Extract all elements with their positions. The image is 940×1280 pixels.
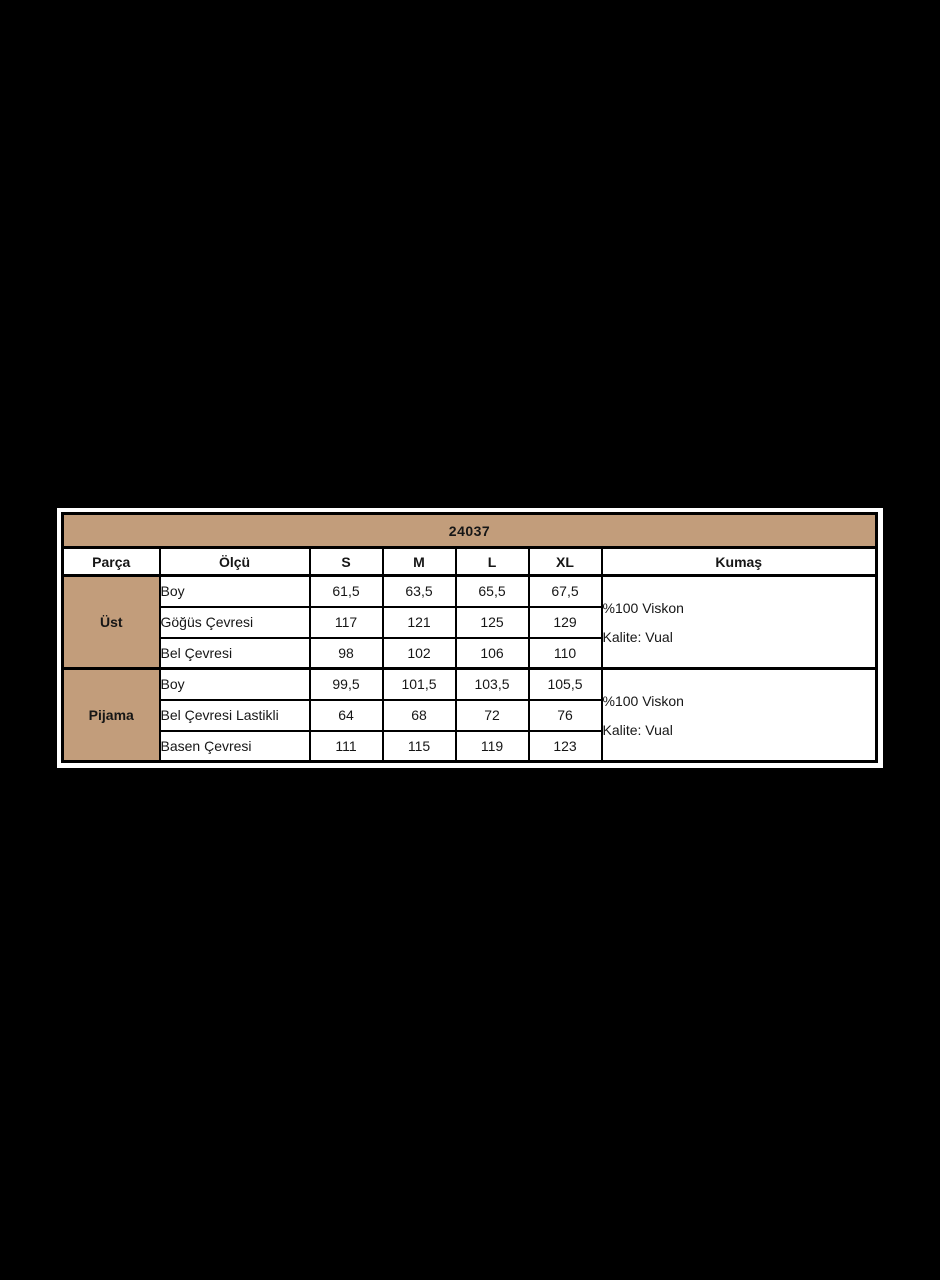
size-chart-table: 24037 Parça Ölçü S M L XL Kumaş Üst Boy … — [61, 512, 878, 763]
col-header-xl: XL — [527, 546, 603, 577]
col-header-parca: Parça — [61, 546, 161, 577]
measure-label: Basen Çevresi — [158, 729, 311, 763]
fabric-quality: Kalite: Vual — [602, 628, 673, 645]
measure-value: 121 — [381, 605, 457, 639]
measure-label: Bel Çevresi Lastikli — [158, 698, 311, 732]
table-row: Bel Çevresi 98 102 106 110 — [63, 636, 877, 670]
table-row: Pijama Boy 99,5 101,5 103,5 105,5 %100 V… — [61, 667, 878, 763]
measure-value: 63,5 — [381, 574, 457, 608]
col-header-s: S — [308, 546, 384, 577]
col-header-kumas: Kumaş — [600, 546, 878, 577]
measure-value: 129 — [527, 605, 603, 639]
measure-value: 115 — [381, 729, 457, 763]
fabric-cell-pijama: %100 Viskon Kalite: Vual — [600, 667, 878, 763]
fabric-composition: %100 Viskon — [602, 599, 684, 616]
measure-label: Göğüs Çevresi — [158, 605, 311, 639]
group-name-pijama: Pijama — [61, 667, 161, 763]
col-header-l: L — [454, 546, 530, 577]
measure-value: 106 — [454, 636, 530, 670]
measure-value: 119 — [454, 729, 530, 763]
measure-value: 64 — [308, 698, 384, 732]
header-row: Parça Ölçü S M L XL Kumaş — [61, 546, 878, 577]
measure-value: 101,5 — [381, 667, 457, 701]
col-header-m: M — [381, 546, 457, 577]
measure-label: Boy — [158, 574, 311, 608]
measure-value: 98 — [308, 636, 384, 670]
measure-value: 125 — [454, 605, 530, 639]
measure-value: 61,5 — [308, 574, 384, 608]
measure-value: 123 — [527, 729, 603, 763]
measure-value: 111 — [308, 729, 384, 763]
fabric-composition: %100 Viskon — [602, 692, 684, 709]
measure-value: 103,5 — [454, 667, 530, 701]
group-name-ust: Üst — [61, 574, 161, 670]
fabric-cell-ust: %100 Viskon Kalite: Vual — [600, 574, 878, 670]
table-row: Göğüs Çevresi 117 121 125 129 — [63, 605, 877, 639]
title-row: 24037 — [61, 512, 878, 549]
measure-value: 68 — [381, 698, 457, 732]
table-row: Bel Çevresi Lastikli 64 68 72 76 — [63, 698, 877, 732]
measure-value: 76 — [527, 698, 603, 732]
fabric-quality: Kalite: Vual — [602, 721, 673, 738]
measure-value: 105,5 — [527, 667, 603, 701]
table-row: Üst Boy 61,5 63,5 65,5 67,5 %100 Viskon … — [61, 574, 878, 670]
measure-label: Bel Çevresi — [158, 636, 311, 670]
measure-label: Boy — [158, 667, 311, 701]
size-chart-panel: 24037 Parça Ölçü S M L XL Kumaş Üst Boy … — [57, 508, 883, 768]
product-code: 24037 — [61, 512, 878, 549]
measure-value: 65,5 — [454, 574, 530, 608]
measure-value: 117 — [308, 605, 384, 639]
measure-value: 67,5 — [527, 574, 603, 608]
col-header-olcu: Ölçü — [158, 546, 311, 577]
measure-value: 102 — [381, 636, 457, 670]
measure-value: 99,5 — [308, 667, 384, 701]
table-row: Basen Çevresi 111 115 119 123 — [63, 729, 877, 763]
measure-value: 72 — [454, 698, 530, 732]
measure-value: 110 — [527, 636, 603, 670]
